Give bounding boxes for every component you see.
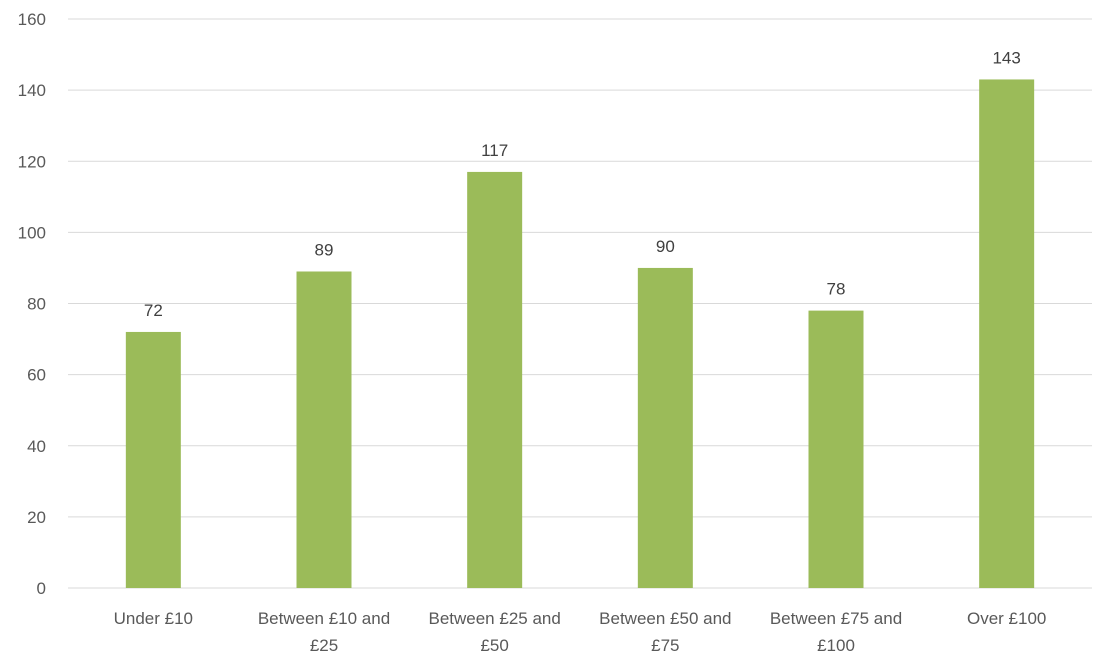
- bar: [637, 267, 693, 588]
- x-tick-label-line: Between £75 and: [770, 609, 902, 628]
- y-tick-label: 140: [18, 81, 46, 100]
- data-label: 117: [481, 141, 508, 160]
- x-tick-label-line: Between £10 and: [258, 609, 390, 628]
- bars: [125, 79, 1035, 589]
- bar: [979, 79, 1035, 589]
- data-label: 78: [827, 280, 846, 299]
- y-tick-label: 20: [27, 508, 46, 527]
- data-label: 90: [656, 237, 675, 256]
- x-tick-label-line: £100: [817, 636, 855, 655]
- x-tick-label: Between £10 and £25: [258, 609, 390, 655]
- bar: [808, 310, 864, 588]
- bar: [296, 271, 352, 588]
- x-tick-label-line: Between £50 and: [599, 609, 731, 628]
- x-tick-label: Between £25 and £50: [428, 609, 560, 655]
- y-axis-ticks: 0 20 40 60 80 100 120 140 160: [18, 10, 46, 598]
- x-tick-label-line: Over £100: [967, 609, 1046, 628]
- x-tick-label: Over £100: [967, 609, 1046, 628]
- x-tick-label-line: £50: [480, 636, 508, 655]
- grid-layer: [68, 18, 1092, 589]
- y-tick-label: 80: [27, 295, 46, 314]
- y-tick-label: 160: [18, 10, 46, 29]
- data-label: 72: [144, 301, 163, 320]
- x-axis-ticks: Under £10 Between £10 and £25 Between £25 a…: [114, 609, 1047, 655]
- data-label: 89: [315, 240, 334, 259]
- data-label: 143: [992, 48, 1020, 67]
- x-tick-label-line: £25: [310, 636, 338, 655]
- y-tick-label: 120: [18, 152, 46, 171]
- y-tick-label: 60: [27, 366, 46, 385]
- x-tick-label-line: Between £25 and: [428, 609, 560, 628]
- x-tick-label: Under £10: [114, 609, 193, 628]
- x-tick-label-line: Under £10: [114, 609, 193, 628]
- x-tick-label: Between £75 and £100: [770, 609, 902, 655]
- y-tick-label: 40: [27, 437, 46, 456]
- x-tick-label: Between £50 and £75: [599, 609, 731, 655]
- bar: [125, 331, 181, 588]
- bar: [467, 171, 523, 588]
- x-tick-label-line: £75: [651, 636, 679, 655]
- y-tick-label: 0: [37, 579, 46, 598]
- data-labels: 72 89 117 90 78 143: [144, 48, 1021, 319]
- y-tick-label: 100: [18, 223, 46, 242]
